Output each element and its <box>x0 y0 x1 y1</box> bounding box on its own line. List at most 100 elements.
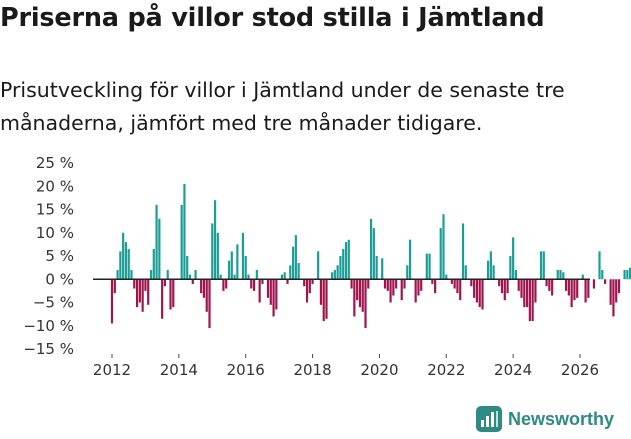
bar <box>603 279 607 284</box>
bar <box>576 279 579 298</box>
y-tick-label: 0 % <box>45 270 74 288</box>
bar <box>247 274 250 280</box>
bar <box>428 253 431 280</box>
bar <box>172 279 175 308</box>
bar <box>629 267 631 280</box>
brand-name: Newsworthy <box>508 408 615 429</box>
bar <box>303 279 306 287</box>
bar <box>626 269 629 280</box>
bar <box>180 204 183 280</box>
bar <box>350 279 353 289</box>
bar <box>445 274 448 280</box>
bar <box>406 265 409 280</box>
bar <box>110 279 114 324</box>
bar <box>244 256 247 280</box>
bar <box>486 260 490 280</box>
bar <box>570 279 573 308</box>
bar <box>573 279 576 301</box>
bar <box>200 279 203 294</box>
bar <box>133 279 136 289</box>
bar <box>489 251 492 280</box>
bar <box>311 279 314 284</box>
bar-chart: 25 % 20 % 15 % 10 % 5 % 0 % −5 % −10 % −15 % 2012… <box>23 154 631 379</box>
bar <box>275 279 278 310</box>
y-tick-label: −15 % <box>23 340 74 358</box>
bar <box>149 269 153 280</box>
bar <box>531 279 534 322</box>
bar <box>548 279 551 291</box>
y-tick-label: −5 % <box>33 294 74 312</box>
bar <box>512 237 515 280</box>
bar <box>261 279 264 284</box>
bar <box>147 279 150 305</box>
bar <box>459 279 462 301</box>
bar <box>202 279 206 298</box>
bar <box>556 269 559 280</box>
bar <box>272 279 275 317</box>
bar <box>342 249 345 280</box>
bar <box>478 279 481 308</box>
bar <box>375 256 378 280</box>
bar <box>403 279 406 289</box>
bar <box>392 279 395 296</box>
bar <box>124 242 128 280</box>
bar <box>551 279 554 296</box>
bar <box>431 279 434 284</box>
bar <box>562 272 565 280</box>
bar <box>344 242 348 280</box>
bar <box>367 279 370 289</box>
y-tick-label: 25 % <box>36 154 74 172</box>
bar <box>525 279 529 308</box>
bar <box>623 269 626 280</box>
bar <box>361 279 364 312</box>
x-tick-label: 2020 <box>360 361 398 379</box>
bar <box>347 239 350 280</box>
bar <box>609 279 612 305</box>
x-tick-label: 2018 <box>293 361 331 379</box>
bar <box>417 279 420 296</box>
chart-title: Priserna på villor stod stilla i Jämtlan… <box>0 3 545 33</box>
bar <box>369 218 373 280</box>
bar <box>456 279 459 294</box>
bar <box>291 246 295 280</box>
bar <box>581 274 584 280</box>
bar <box>169 279 172 310</box>
bar <box>523 279 526 308</box>
x-tick-label: 2026 <box>561 361 599 379</box>
bar <box>286 279 289 284</box>
bar <box>559 269 562 280</box>
bar <box>514 269 518 280</box>
bar <box>317 251 320 280</box>
bar <box>587 279 590 298</box>
bar <box>386 279 389 291</box>
bar <box>414 279 417 303</box>
bar <box>213 200 217 280</box>
bar <box>205 279 208 312</box>
x-tick-label: 2012 <box>93 361 131 379</box>
bar <box>222 279 225 291</box>
bar <box>113 279 116 294</box>
bar <box>250 279 253 289</box>
bar <box>216 232 219 280</box>
bar <box>564 279 568 291</box>
bar <box>269 279 272 305</box>
newsworthy-logo-icon <box>476 406 502 432</box>
bar <box>461 223 465 280</box>
bar <box>389 279 392 303</box>
bar <box>617 279 621 294</box>
bar <box>503 279 506 301</box>
bar <box>322 279 325 322</box>
bar <box>615 279 618 303</box>
bar <box>330 272 334 280</box>
bar <box>545 279 548 287</box>
bar <box>339 256 342 280</box>
bar <box>450 279 453 284</box>
bar <box>266 279 270 298</box>
bar <box>163 279 167 287</box>
newsworthy-logo: Newsworthy <box>476 406 614 432</box>
bar <box>305 279 309 303</box>
bar <box>598 251 601 280</box>
bar <box>241 232 245 280</box>
bar <box>283 272 286 280</box>
bar <box>227 260 231 280</box>
